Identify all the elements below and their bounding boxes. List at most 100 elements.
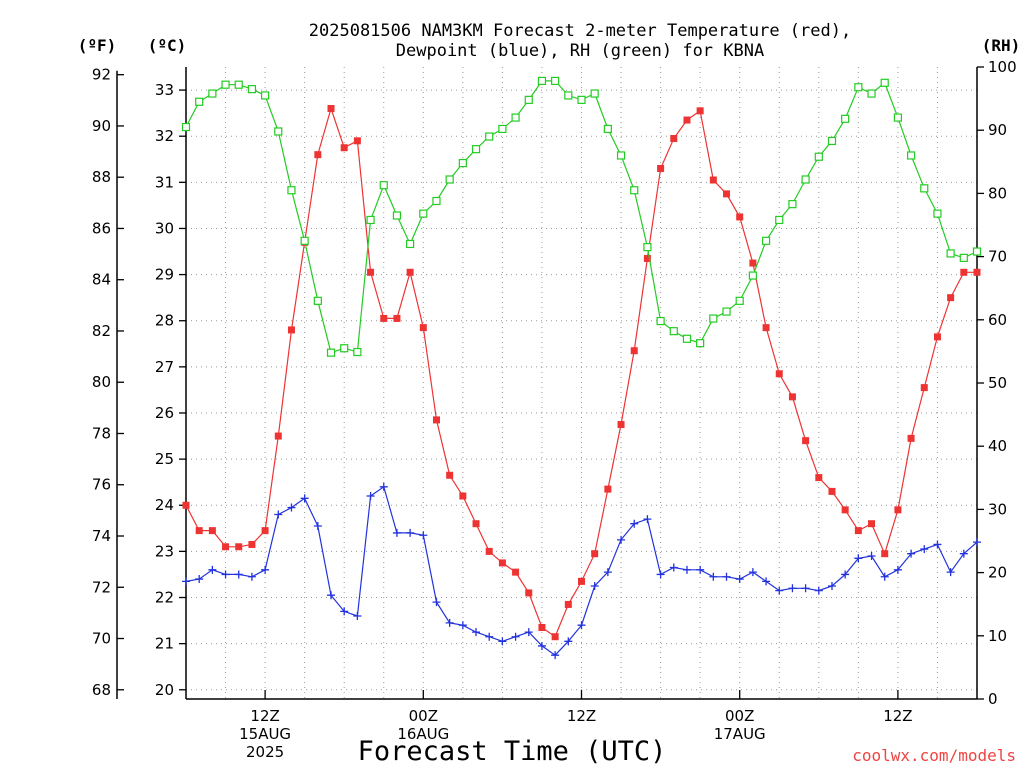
dewpoint-point [445,618,454,627]
temperature-point [881,550,889,558]
temperature-point [657,164,665,172]
celsius-tick-label: 32 [155,127,174,145]
rh-point [801,175,810,184]
dewpoint-point [234,570,243,579]
fahrenheit-tick-label: 78 [92,424,111,442]
x-tick-label: 12Z [883,707,912,725]
temperature-point [802,437,810,445]
dewpoint-point [603,568,612,577]
dewpoint-series [182,482,981,660]
temperature-point [182,501,190,509]
grid-lines [186,67,977,699]
fahrenheit-tick-label: 76 [92,476,111,494]
rh-point [392,211,402,220]
dewpoint-point [788,584,797,593]
rh-point [564,91,573,100]
fahrenheit-tick-label: 86 [92,219,111,237]
dewpoint-point [669,563,678,572]
temperature-point [551,633,559,641]
celsius-tick-label: 27 [155,358,174,376]
dewpoint-point [630,519,639,528]
temperature-point [604,485,612,493]
temperature-point [353,137,361,145]
rh-line [185,80,978,354]
temperature-point [907,434,915,442]
dewpoint-point [511,632,520,641]
rh-point [551,76,560,86]
rh-point [524,95,533,104]
celsius-tick-label: 26 [155,404,174,422]
rh-point [247,85,257,94]
dewpoint-point [959,549,968,558]
dewpoint-point [682,565,691,574]
rh-point [722,307,731,316]
dewpoint-point [748,568,757,577]
dewpoint-point [458,621,467,630]
temperature-point [261,527,269,535]
rh-point [880,78,889,87]
temperature-point [617,421,625,429]
rh-point [353,347,362,357]
rh-point [326,348,336,357]
temperature-point [578,577,585,585]
temperature-point [525,589,533,597]
temperature-point [854,527,862,535]
dewpoint-point [722,572,731,581]
dewpoint-point [537,641,546,650]
dewpoint-point [366,492,375,501]
rh-tick-label: 0 [988,690,998,708]
temperature-point [222,543,230,551]
temperature-point [314,151,322,159]
dewpoint-point [472,628,481,637]
fahrenheit-tick-label: 70 [92,630,111,648]
temperature-point [287,326,295,334]
dewpoint-point [221,570,230,579]
fahrenheit-tick-label: 80 [92,373,111,391]
rh-tick-label: 80 [988,184,1007,202]
rh-point [972,247,982,256]
rh-point [432,196,441,206]
temperature-point [815,474,823,482]
dewpoint-point [182,577,190,586]
rh-point [511,113,520,122]
temperature-series [182,105,981,641]
rh-point [946,249,955,258]
x-axis-title: Forecast Time (UTC) [358,736,667,767]
celsius-tick-label: 31 [155,173,174,191]
dewpoint-point [313,522,322,531]
rh-point [208,89,217,98]
rh-tick-label: 10 [988,627,1007,645]
dewpoint-point [762,577,771,586]
temperature-point [630,347,638,355]
rh-point [761,236,771,245]
rh-tick-label: 100 [988,58,1017,76]
rh-point [221,80,230,89]
temperature-point [432,416,440,424]
dewpoint-point [274,510,283,519]
temperature-point [393,314,401,322]
x-tick-label: 16AUG [397,725,449,743]
rh-point [485,132,494,141]
fahrenheit-tick-label: 88 [92,168,111,186]
dewpoint-point [893,565,902,574]
temperature-point [327,105,335,113]
dewpoint-point [946,568,955,577]
rh-point [788,200,797,209]
rh-point [920,184,929,193]
dewpoint-point [590,581,599,590]
rh-point [419,209,428,218]
dewpoint-point [327,591,336,600]
dewpoint-point [709,572,718,581]
fahrenheit-tick-label: 92 [92,66,111,84]
rh-point [274,127,283,136]
rh-point [366,215,375,225]
rh-point [340,344,349,353]
rh-point [458,158,467,168]
dewpoint-point [432,598,441,607]
dewpoint-point [551,651,560,660]
temperature-point [683,116,691,124]
dewpoint-point [261,565,270,574]
fahrenheit-tick-label: 72 [92,578,111,596]
dewpoint-point [867,551,876,560]
